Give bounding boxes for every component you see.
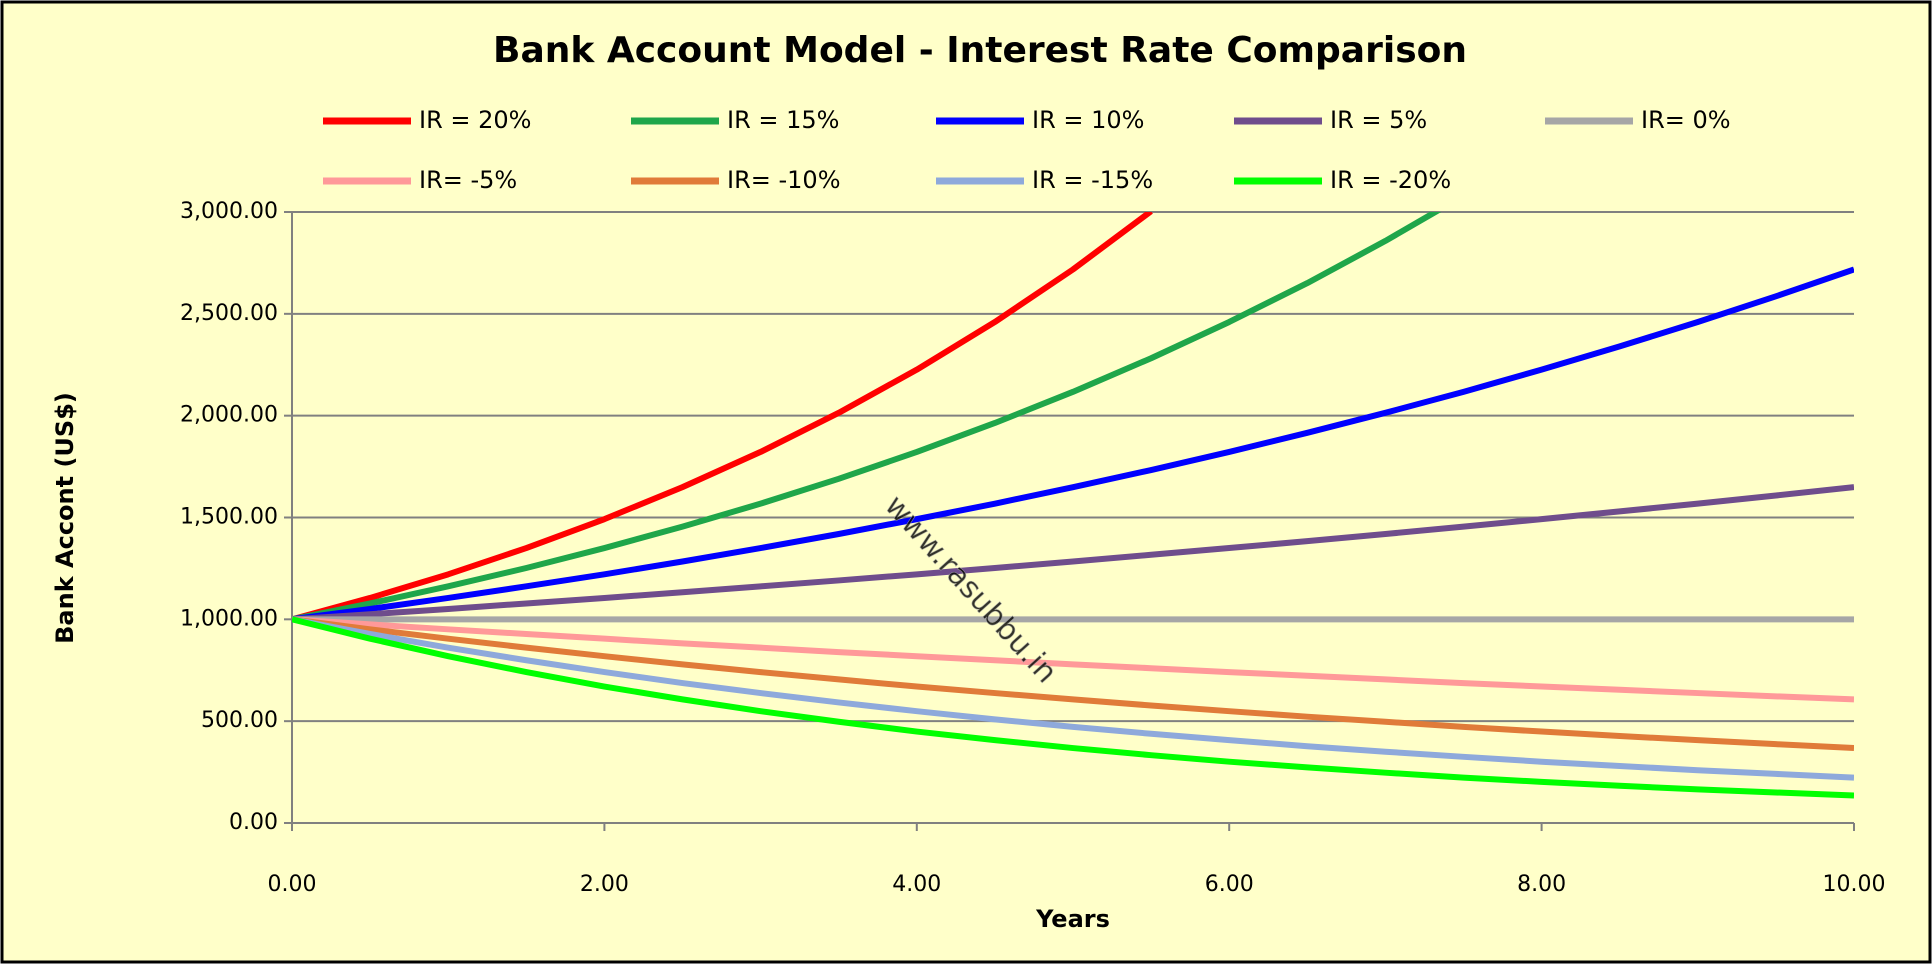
x-tick-label: 10.00	[1823, 872, 1886, 897]
legend-label: IR= -10%	[727, 166, 841, 194]
y-tick-label: 2,000.00	[180, 403, 278, 428]
y-tick-label: 1,000.00	[180, 606, 278, 631]
series-line	[292, 616, 1854, 781]
legend-label: IR= -5%	[419, 166, 517, 194]
y-tick-label: 2,500.00	[180, 301, 278, 326]
legend-label: IR= 0%	[1641, 106, 1731, 134]
legend-label: IR = -15%	[1032, 166, 1153, 194]
legend-label: IR = -20%	[1330, 166, 1451, 194]
legend-label: IR = 15%	[727, 106, 839, 134]
legend-label: IR = 5%	[1330, 106, 1427, 134]
legend-label: IR = 10%	[1032, 106, 1144, 134]
series-line	[292, 616, 1854, 799]
y-tick-label: 3,000.00	[180, 199, 278, 224]
series-line	[292, 212, 1153, 623]
series-line	[292, 266, 1854, 623]
legend-label: IR = 20%	[419, 106, 531, 134]
y-tick-label: 500.00	[201, 708, 278, 733]
y-tick-label: 0.00	[229, 810, 278, 835]
series-line	[292, 616, 1854, 752]
x-tick-label: 4.00	[892, 872, 941, 897]
plot-lines	[292, 212, 1854, 799]
x-tick-label: 0.00	[268, 872, 317, 897]
series-line	[292, 484, 1854, 623]
y-tick-label: 1,500.00	[180, 505, 278, 530]
series-line	[292, 616, 1854, 703]
chart-title: Bank Account Model - Interest Rate Compa…	[493, 30, 1467, 71]
series-line	[292, 212, 1442, 623]
x-tick-label: 6.00	[1205, 872, 1254, 897]
x-tick-label: 2.00	[580, 872, 629, 897]
x-tick-label: 8.00	[1517, 872, 1566, 897]
y-axis-title: Bank Accont (US$)	[51, 392, 79, 644]
x-axis-title: Years	[1035, 905, 1110, 933]
